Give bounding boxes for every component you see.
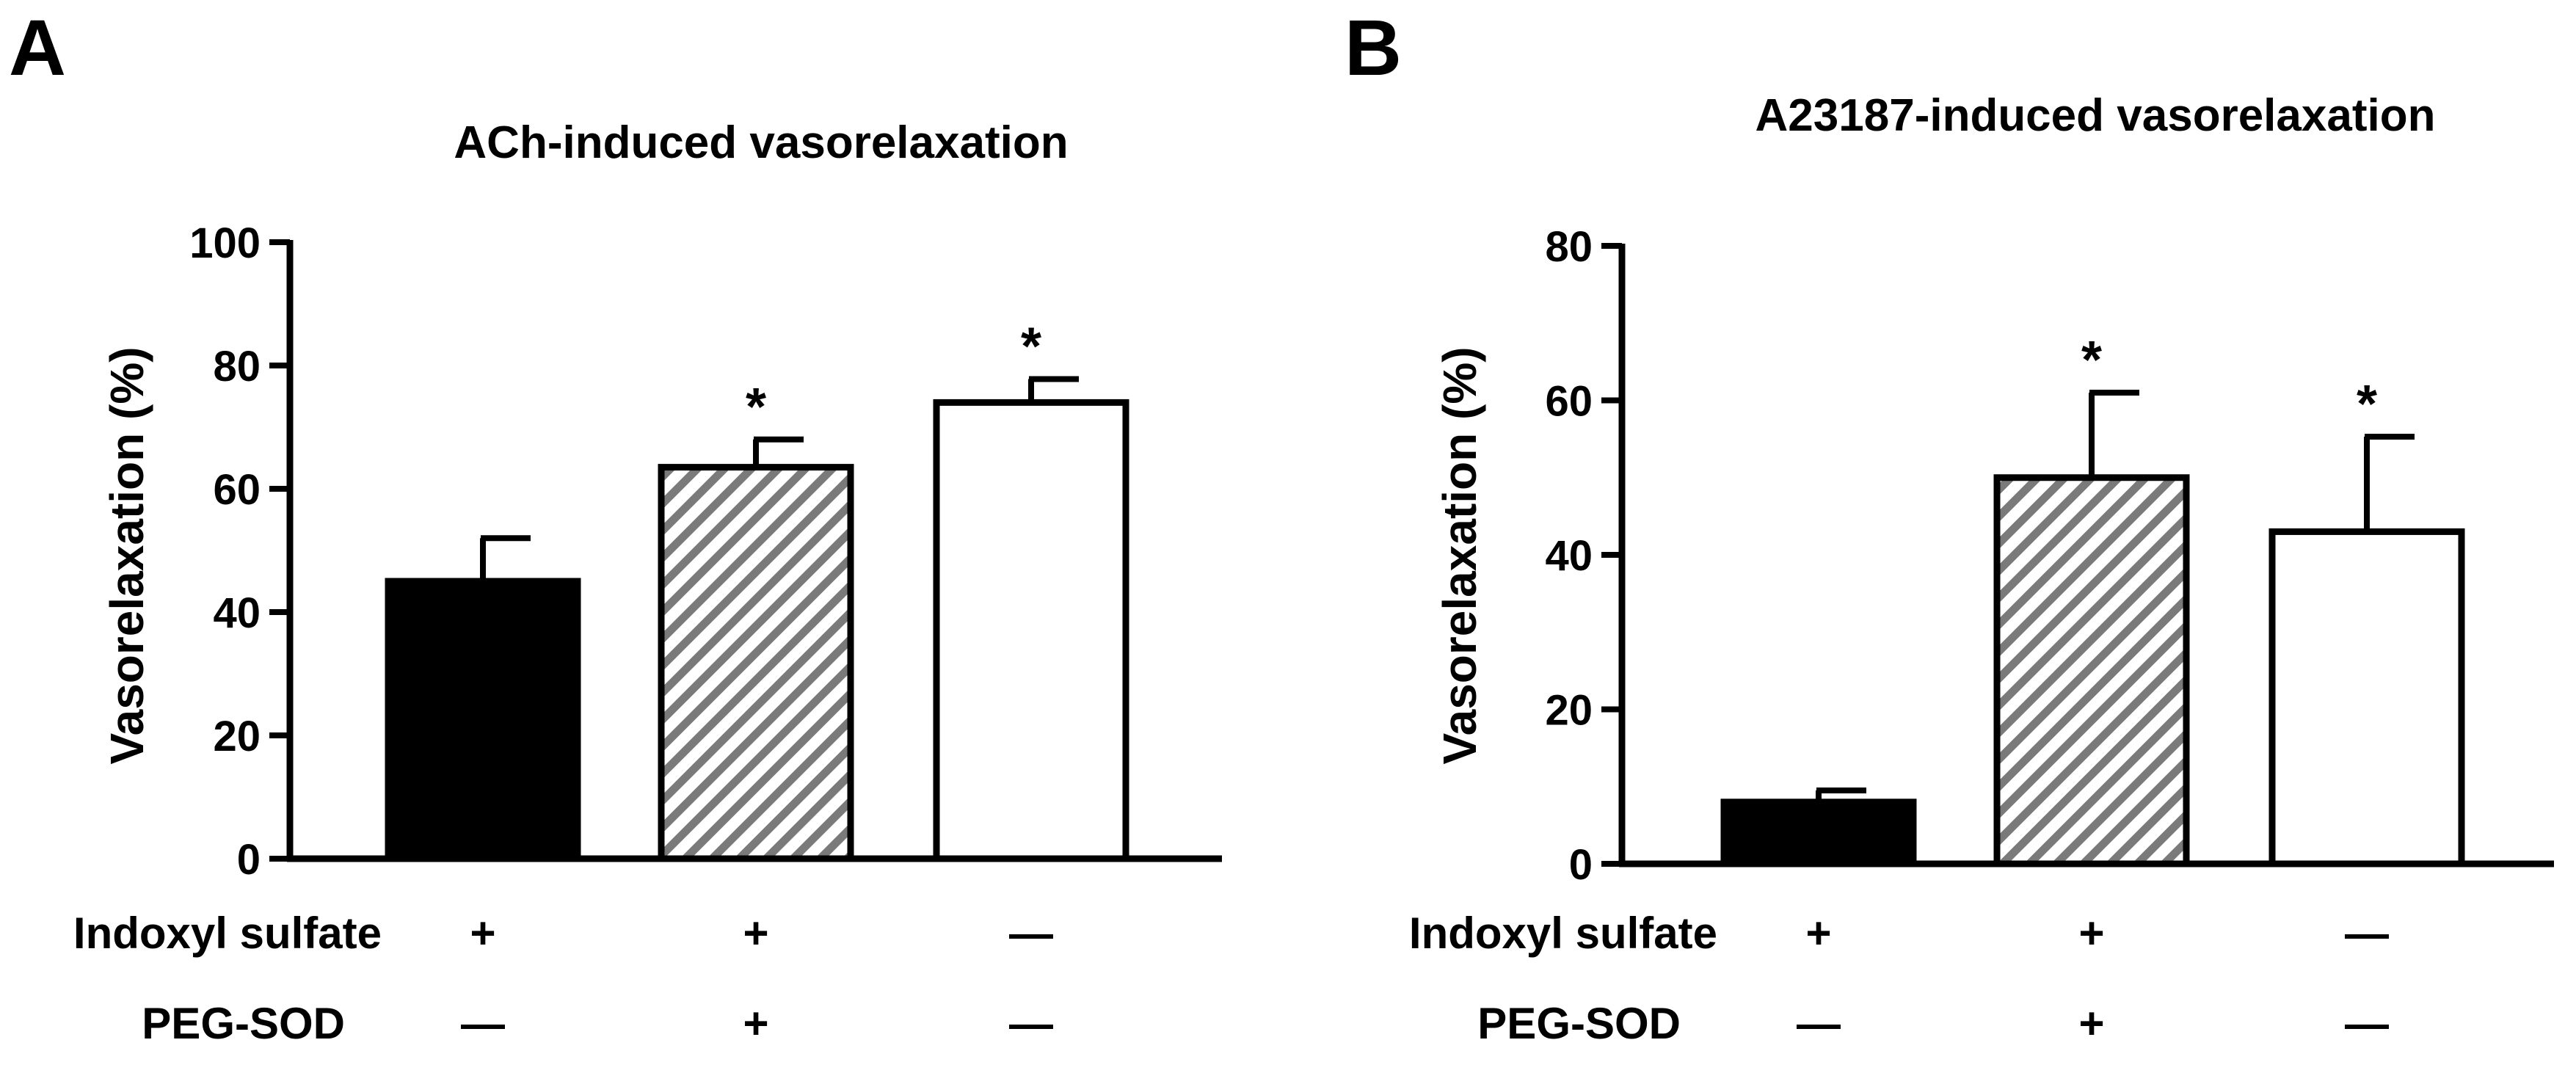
panel-a-bar [385,578,581,862]
panel-a-title: ACh-induced vasorelaxation [454,117,1068,168]
panel-a-y-tick-label: 0 [237,836,261,884]
panel-b-label: B [1345,3,1402,92]
panel-a-label: A [9,3,66,92]
panel-a-factor-sign: — [1009,999,1053,1048]
panel-b-factor-sign: + [1805,909,1831,958]
panel-a-factor-sign: — [461,999,505,1048]
panel-a-y-tick-label: 60 [213,466,261,514]
panel-a-y-tick-label: 100 [189,219,261,267]
panel-b-y-tick-label: 20 [1545,687,1593,735]
panel-a-y-axis-label: Vasorelaxation (%) [101,346,153,764]
panel-b-factor-sign: — [2345,909,2389,958]
panel-b-y-tick-label: 40 [1545,532,1593,580]
panel-b-factor-sign: + [2078,999,2104,1048]
panel-b-factor-sign: — [1797,999,1841,1048]
panel-a-y-tick-label: 80 [213,343,261,390]
panel-b-y-tick-label: 0 [1569,841,1593,889]
panel-b-y-tick-label: 80 [1545,223,1593,271]
panel-b-plot-area: 0 20 40 60 80 * * + + — — + — [1545,223,2554,1048]
panel-a-significance-marker: * [746,378,766,437]
panel-a-y-tick-label: 40 [213,589,261,637]
panel-b-bar [2268,528,2465,868]
panel-a-factor-sign: + [470,909,495,958]
panel-a-y-tick-label: 20 [213,713,261,760]
panel-a-bar [658,464,854,862]
panel-b-factor-sign: — [2345,999,2389,1048]
panel-b: B A23187-induced vasorelaxation Vasorela… [1345,3,2554,1048]
panel-a-significance-marker: * [1021,317,1041,376]
panel-a: A ACh-induced vasorelaxation Vasorelaxat… [9,3,1222,1048]
panel-b-y-axis-label: Vasorelaxation (%) [1433,346,1486,764]
panel-b-significance-marker: * [2357,375,2377,434]
panel-b-y-tick-label: 60 [1545,378,1593,426]
panel-a-row-label-indoxyl: Indoxyl sulfate [73,909,382,958]
panel-a-factor-sign: + [743,909,768,958]
panel-b-row-label-pegsod: PEG-SOD [1477,999,1681,1048]
panel-b-bar [1993,474,2190,868]
panel-a-factor-sign: — [1009,909,1053,958]
panel-a-bar [933,399,1129,862]
panel-a-row-label-pegsod: PEG-SOD [142,999,345,1048]
panel-b-title: A23187-induced vasorelaxation [1755,90,2436,141]
panel-a-factor-sign: + [743,999,768,1048]
panel-a-plot-area: 0 20 40 60 80 100 * * + + — — + — [189,219,1222,1048]
panel-b-factor-sign: + [2078,909,2104,958]
panel-b-significance-marker: * [2081,331,2102,390]
panel-b-bar [1720,799,1917,868]
panel-b-row-label-indoxyl: Indoxyl sulfate [1409,909,1717,958]
